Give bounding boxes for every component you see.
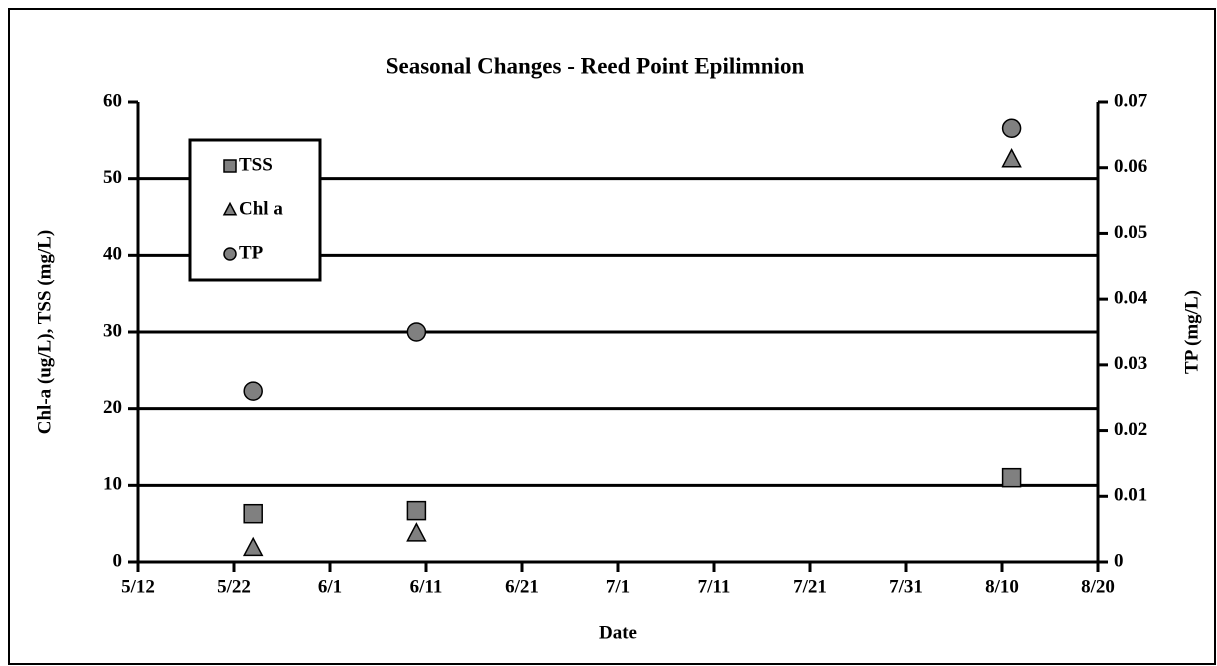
x-tick-label: 7/31 xyxy=(889,576,923,597)
y2-tick-label: 0.01 xyxy=(1114,485,1147,506)
x-tick-label: 7/1 xyxy=(606,576,630,597)
marker-triangle xyxy=(406,522,427,542)
x-tick-label: 8/10 xyxy=(985,576,1019,597)
legend-label: TP xyxy=(239,242,264,263)
x-axis-title: Date xyxy=(599,622,637,643)
y2-tick-label: 0.03 xyxy=(1114,353,1147,374)
x-tick-label: 6/1 xyxy=(318,576,342,597)
y2-tick-label: 0.04 xyxy=(1114,288,1148,309)
legend-marker xyxy=(222,201,238,216)
y-tick-label: 0 xyxy=(113,550,123,571)
y-tick-label: 30 xyxy=(103,320,122,341)
marker-square xyxy=(243,503,263,524)
y-tick-label: 40 xyxy=(103,244,122,265)
legend-label: Chl a xyxy=(239,198,283,219)
y2-tick-label: 0 xyxy=(1114,550,1124,571)
marker-circle xyxy=(1001,118,1022,139)
chart-title: Seasonal Changes - Reed Point Epilimnion xyxy=(386,53,805,78)
x-tick-label: 6/21 xyxy=(505,576,539,597)
y-tick-label: 10 xyxy=(103,474,122,495)
x-tick-label: 7/21 xyxy=(793,576,827,597)
x-tick-label: 7/11 xyxy=(698,576,731,597)
x-tick-label: 6/11 xyxy=(410,576,443,597)
y2-tick-label: 0.07 xyxy=(1114,90,1148,111)
marker-square xyxy=(406,500,427,521)
x-tick-label: 8/20 xyxy=(1081,576,1115,597)
y-tick-label: 20 xyxy=(103,397,122,418)
legend-box xyxy=(188,138,322,282)
x-tick-label: 5/22 xyxy=(217,576,251,597)
marker-triangle xyxy=(1001,147,1022,168)
chart-border xyxy=(8,8,1216,665)
marker-circle xyxy=(243,381,263,401)
marker-square xyxy=(1001,467,1022,488)
y2-tick-label: 0.02 xyxy=(1114,419,1147,440)
marker-circle xyxy=(406,322,427,342)
y2-axis-title: TP (mg/L) xyxy=(1181,290,1202,374)
legend-marker xyxy=(223,159,237,173)
y-axis-title: Chl-a (ug/L), TSS (mg/L) xyxy=(34,230,55,434)
y-tick-label: 50 xyxy=(103,167,122,188)
marker-triangle xyxy=(242,536,264,557)
y2-tick-label: 0.06 xyxy=(1114,156,1147,177)
legend-marker xyxy=(223,247,237,261)
y2-tick-label: 0.05 xyxy=(1114,222,1147,243)
y-tick-label: 60 xyxy=(103,90,122,111)
legend-label: TSS xyxy=(239,154,273,175)
x-tick-label: 5/12 xyxy=(121,576,155,597)
